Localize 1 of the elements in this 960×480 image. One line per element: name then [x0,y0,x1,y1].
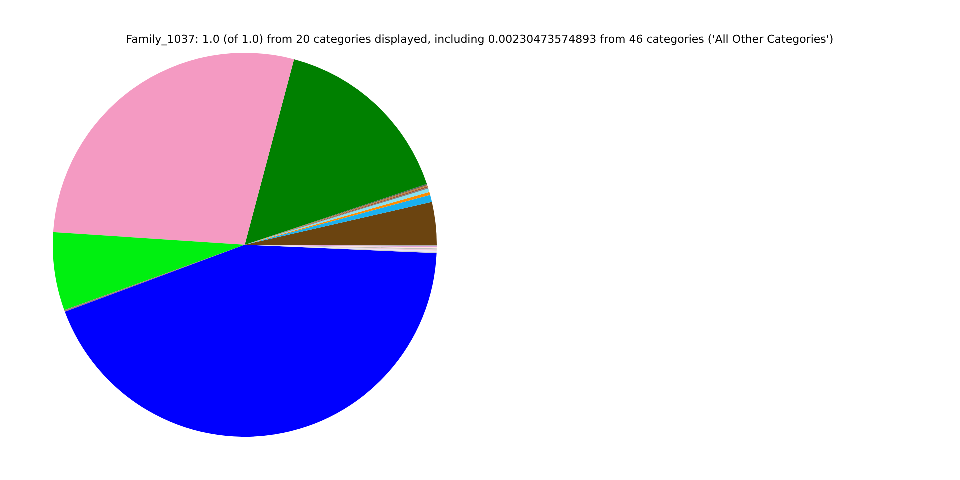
text: Family_1037: 1.0 (of 1.0) from 20 categories displayed, including 0.00230473574893 from 46 categories ('All Other Categories') [125,33,835,46]
